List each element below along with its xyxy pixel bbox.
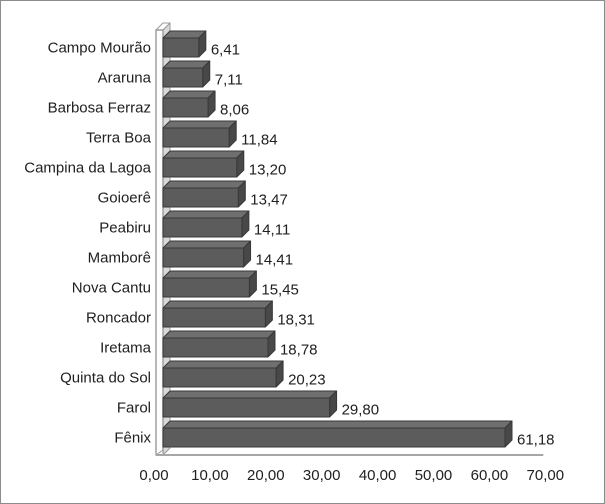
x-axis-tick-label: 40,00 [359,467,397,484]
value-label: 13,20 [249,162,287,179]
value-label: 11,84 [241,132,277,149]
bar-top-face [162,360,284,369]
value-label: 14,41 [256,252,294,269]
bar-top-face [162,150,245,159]
bar [162,277,250,298]
bar-top-face [162,420,513,429]
bar-top-face [162,120,237,129]
category-label: Iretama [100,340,152,357]
x-axis-tick-label: 0,00 [139,467,168,484]
bar [162,247,245,268]
category-label: Campina da Lagoa [24,160,151,177]
bar-top-face [162,240,252,249]
bar [162,217,243,238]
bar-top-face [162,60,211,69]
category-label: Fênix [114,430,151,447]
category-label: Farol [117,400,151,417]
bar-top-face [162,90,216,99]
category-label: Peabiru [99,220,151,237]
category-label: Barbosa Ferraz [48,100,151,117]
x-axis-tick-label: 10,00 [191,467,229,484]
category-label: Araruna [98,70,152,87]
category-label: Roncador [86,310,151,327]
value-label: 20,23 [288,372,326,389]
bar [162,307,266,328]
value-label: 8,06 [220,102,249,119]
x-axis-tick-label: 50,00 [415,467,453,484]
value-label: 6,41 [211,42,240,59]
axis-wall-front-face [155,29,164,456]
value-label: 7,11 [215,72,243,89]
value-label: 13,47 [250,192,288,209]
bar [162,397,331,418]
value-label: 61,18 [517,432,555,449]
bar-top-face [162,390,338,399]
category-label: Mamborê [88,250,151,267]
bar [162,427,506,448]
bar-top-face [162,270,257,279]
bar [162,97,209,118]
bar-top-face [162,330,276,339]
category-label: Terra Boa [86,130,152,147]
x-axis-tick-label: 20,00 [247,467,285,484]
bar [162,187,239,208]
value-label: 29,80 [342,402,380,419]
axis-wall-side-face [162,22,171,456]
bar [162,367,277,388]
bar [162,67,204,88]
bar [162,337,269,358]
bar [162,157,238,178]
x-axis-tick-label: 60,00 [471,467,509,484]
value-label: 14,11 [254,222,290,239]
bar-top-face [162,180,246,189]
value-label: 15,45 [261,282,299,299]
category-label: Quinta do Sol [60,370,151,387]
bar [162,127,230,148]
value-label: 18,78 [280,342,318,359]
bar-top-face [162,210,250,219]
x-axis-tick-label: 70,00 [527,467,565,484]
bar [162,37,200,58]
value-label: 18,31 [277,312,315,329]
category-label: Goioerê [98,190,151,207]
x-axis-tick-label: 30,00 [303,467,341,484]
category-label: Nova Cantu [72,280,151,297]
category-label: Campo Mourão [48,40,151,57]
bar-top-face [162,300,273,309]
